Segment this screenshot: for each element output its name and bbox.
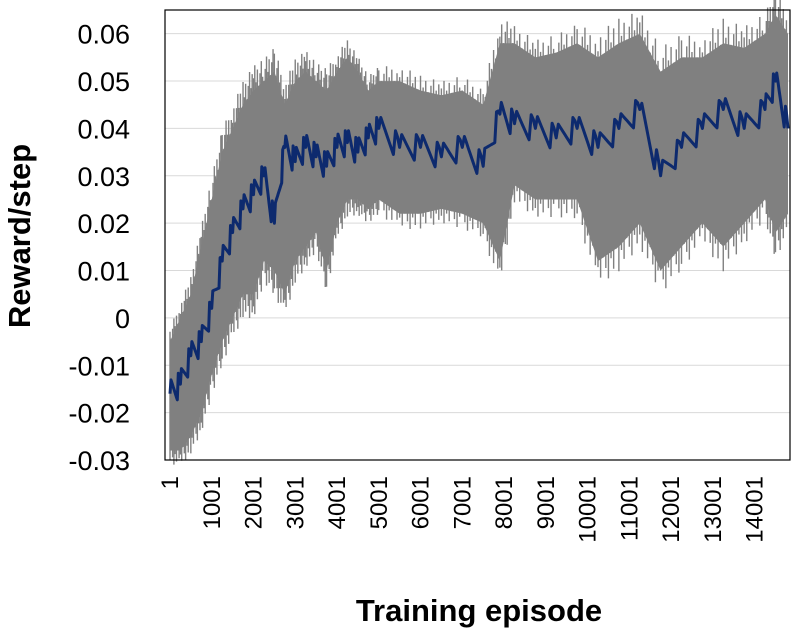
reward-range-band (169, 0, 788, 465)
y-tick-label: 0.04 (77, 114, 130, 144)
y-tick-label: -0.02 (68, 399, 130, 429)
y-tick-labels: -0.03 -0.02 -0.01 0 0.01 0.02 0.03 0.04 0.05 0.06 (68, 20, 130, 476)
x-tick-label: 6001 (408, 476, 435, 529)
x-axis-title: Training episode (356, 593, 602, 628)
x-tick-label: 5001 (366, 476, 393, 529)
x-tick-label: 9001 (533, 476, 560, 529)
x-tick-label: 13001 (700, 476, 727, 543)
y-axis-title: Reward/step (2, 144, 37, 328)
x-tick-label: 7001 (449, 476, 476, 529)
x-tick-label: 14001 (742, 476, 769, 543)
reward-mean-line (168, 71, 790, 402)
x-tick-label: 2001 (241, 476, 268, 529)
x-tick-labels: 1 1001 2001 3001 4001 5001 6001 7001 8001 9001 100… (157, 476, 769, 543)
y-tick-label: -0.01 (68, 351, 130, 381)
x-tick-label: 12001 (658, 476, 685, 543)
y-tick-label: 0.01 (77, 257, 130, 287)
y-tick-label: 0.06 (77, 20, 130, 50)
x-tick-label: 4001 (324, 476, 351, 529)
x-tick-label: 10001 (575, 476, 602, 543)
y-tick-label: 0.02 (77, 209, 130, 239)
y-tick-label: 0.05 (77, 67, 130, 97)
y-tick-label: 0.03 (77, 162, 130, 192)
x-tick-label: 11001 (616, 476, 643, 541)
x-tick-label: 1001 (199, 476, 226, 529)
x-tick-label: 3001 (282, 476, 309, 529)
y-tick-label: 0 (115, 304, 130, 334)
y-tick-label: -0.03 (68, 446, 130, 476)
x-tick-label: 1 (157, 476, 184, 489)
x-tick-label: 8001 (491, 476, 518, 529)
mean-line (168, 71, 790, 402)
plot-frame (164, 9, 791, 461)
